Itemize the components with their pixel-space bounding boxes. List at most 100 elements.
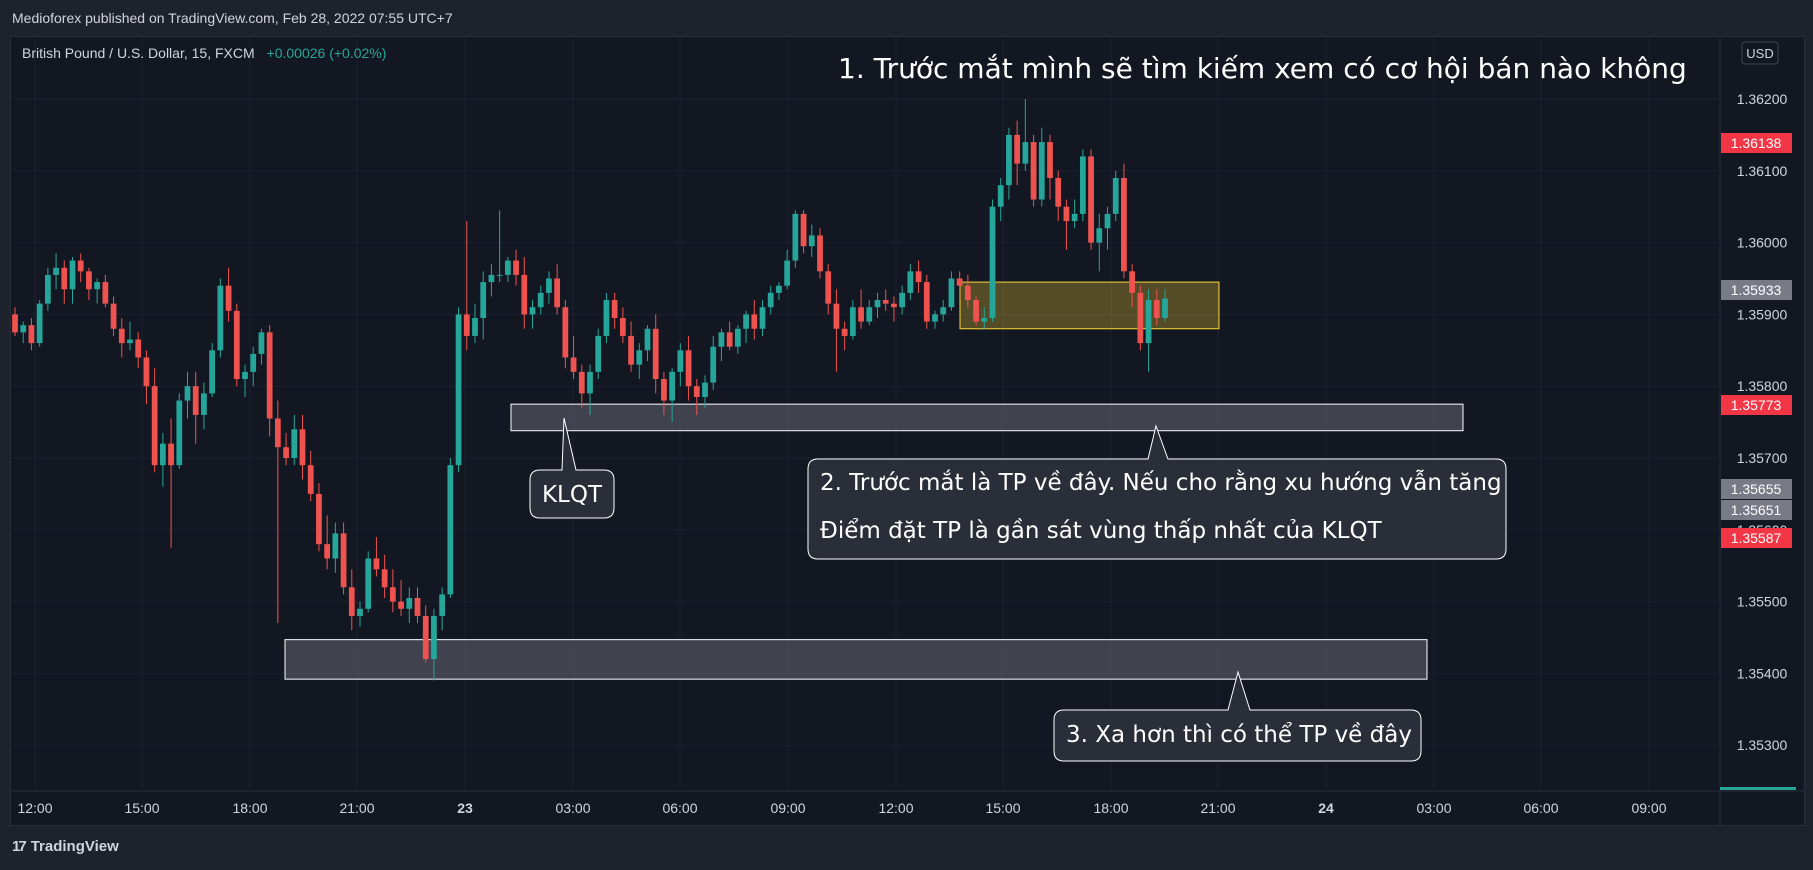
candle-body [652,328,659,380]
candle-body [127,339,133,344]
candle-body [1022,142,1029,164]
candle-body [1055,177,1062,207]
candle-body [291,429,298,458]
candle-body [1129,271,1136,293]
candle-body [209,350,216,394]
price-label-text: 1.36138 [1731,135,1782,151]
candle-body [414,598,421,616]
candle-body [1038,142,1045,200]
klqt-callout[interactable] [529,417,615,519]
candle-body [513,260,519,275]
candle-body [283,447,289,458]
price-tick: 1.35900 [1737,306,1788,322]
candle-body [1104,213,1111,229]
price-label [1721,500,1792,520]
candle-body [743,314,749,329]
annotation-title[interactable]: 1. Trước mắt mình sẽ tìm kiếm xem có cơ … [838,52,1687,85]
time-tick: 12:00 [17,800,52,816]
candle-body [833,303,840,329]
candle-body [611,300,618,318]
candle-body [1030,142,1037,200]
candle-body [1137,292,1144,344]
candle-body [1112,177,1119,214]
note2-callout[interactable] [807,424,1507,560]
price-label [1721,528,1792,548]
candle-body [751,314,758,329]
candle-body [661,379,667,401]
candle-body [373,558,380,570]
current-sell-zone[interactable] [959,281,1220,330]
candle-body [940,307,947,315]
candle-body [874,300,881,308]
candle-body [718,332,725,347]
candle-body [504,260,511,275]
symbol-info: British Pound / U.S. Dollar, 15, FXCM +0… [22,45,386,61]
candle-body [989,206,996,318]
candle-body [86,271,92,290]
candle-body [496,274,503,276]
candle-body [776,285,782,293]
candle-body [118,328,125,344]
price-tick: 1.36000 [1737,235,1788,251]
candle-body [866,307,873,322]
candle-body [53,267,59,275]
time-tick: 21:00 [339,800,374,816]
candle-body [340,533,347,588]
candle-body [332,533,339,559]
price-label-text: 1.35655 [1731,481,1782,497]
note3-callout[interactable] [1053,670,1422,762]
candle-body [1006,134,1012,186]
candle-body [12,314,18,333]
time-axis: 12:00 15:00 18:00 21:00 23 03:00 06:00 09:00 12:… [17,800,1666,816]
candle-body [899,292,906,308]
time-tick: 23 [457,800,473,816]
candle-body [800,213,807,247]
price-tick: 1.35300 [1737,737,1788,753]
candle-body [1014,134,1021,164]
candle-body [964,285,971,301]
candle-body [825,271,832,304]
candle-body [1063,206,1070,222]
candle-body [734,328,741,347]
time-tick: 12:00 [878,800,913,816]
candle-body [324,544,331,559]
published-info: Medioforex published on TradingView.com,… [12,10,453,26]
tradingview-logo[interactable]: 17 TradingView [12,838,119,855]
candle-body [891,303,897,308]
klqt-label: KLQT [542,482,603,508]
candle-body [882,300,889,304]
candle-body [693,386,700,397]
tradingview-logo-icon: 17 [12,838,27,855]
candle-body [201,393,207,415]
candle-body [176,400,183,466]
candle-body [578,371,585,394]
price-label [1721,133,1792,153]
far-tp-zone[interactable] [284,639,1428,680]
candle-body [997,185,1004,207]
tradingview-logo-text: TradingView [30,838,119,855]
candle-body [463,314,470,336]
candle-body [702,382,708,397]
candle-body [587,371,593,394]
candle-body [521,274,528,315]
currency-button[interactable] [1741,41,1779,65]
candle-body [1047,142,1053,178]
candle-body [480,282,487,318]
time-tick: 03:00 [1416,800,1451,816]
price-tick: 1.35800 [1737,378,1788,394]
price-tick: 1.36100 [1737,163,1788,179]
candle-body [858,307,864,322]
klqt-tp-zone[interactable] [510,403,1464,432]
candle-body [808,235,815,247]
candle-body [595,335,602,372]
symbol-name: British Pound / U.S. Dollar, 15, FXCM [22,45,255,61]
candle-body [102,282,109,304]
candle-body [915,271,922,283]
candle-body [242,371,248,380]
candle-body [784,260,791,286]
candle-body [447,465,454,595]
scroll-indicator[interactable] [1720,787,1796,790]
candle-body [1071,213,1078,222]
candle-body [316,493,322,545]
